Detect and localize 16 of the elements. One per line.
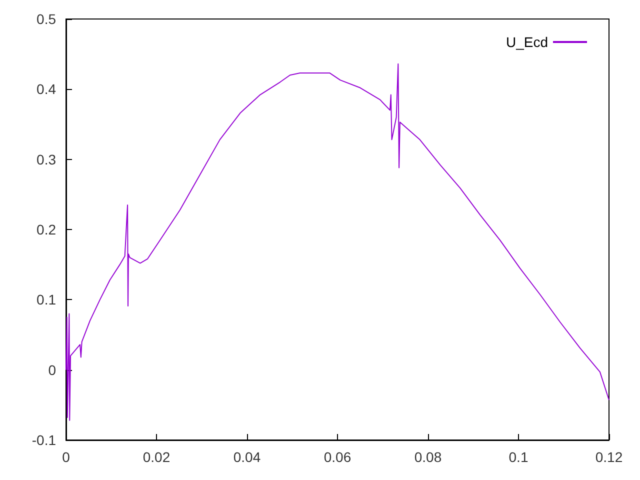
line-series [66, 63, 610, 421]
x-tick-label: 0.02 [142, 449, 170, 465]
legend-label: U_Ecd [506, 34, 548, 50]
y-tick-label: 0.4 [36, 81, 56, 98]
y-tick-label: 0.1 [36, 292, 56, 308]
x-tick-label: 0.08 [414, 449, 442, 465]
x-tick-label: 0.12 [595, 449, 623, 465]
y-tick-label: 0.3 [36, 151, 56, 168]
x-tick-label: 0.06 [324, 449, 352, 465]
y-tick-label: 0 [48, 362, 56, 378]
x-tick-label: 0 [62, 449, 70, 465]
y-tick-label: 0.5 [36, 11, 56, 27]
y-tick-label: -0.1 [32, 432, 56, 448]
x-tick-label: 0.04 [233, 449, 261, 465]
x-tick-label: 0.1 [508, 449, 528, 465]
y-tick-label: 0.2 [36, 222, 56, 238]
